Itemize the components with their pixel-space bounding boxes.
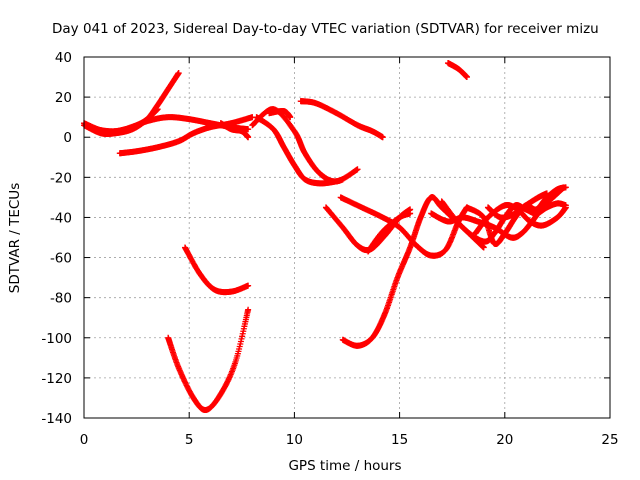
x-tick-label: 0 — [80, 432, 89, 448]
series-track-13 — [337, 194, 470, 259]
series-track-20 — [484, 190, 550, 221]
series-track-06 — [249, 106, 361, 185]
data-point-marker — [379, 134, 386, 141]
y-tick-label: -20 — [50, 170, 72, 186]
data-point-marker — [154, 106, 161, 113]
y-axis-label: SDTVAR / TECUs — [7, 183, 23, 293]
series-track-10 — [181, 244, 252, 296]
data-point-marker — [287, 114, 294, 121]
y-tick-label: -140 — [41, 411, 72, 427]
data-point-marker — [562, 184, 569, 191]
series-track-15 — [365, 210, 414, 255]
series-track-05 — [217, 120, 252, 141]
y-tick-label: 0 — [63, 130, 72, 146]
series-track-09 — [297, 98, 386, 141]
series-track-19 — [472, 202, 569, 237]
x-tick-labels: 0 5 10 15 20 25 — [80, 432, 619, 448]
x-axis-label: GPS time / hours — [288, 458, 401, 474]
grid-lines — [84, 57, 610, 418]
data-point-marker — [562, 204, 569, 211]
chart-title: Day 041 of 2023, Sidereal Day-to-day VTE… — [52, 21, 599, 37]
y-tick-label: -120 — [41, 371, 72, 387]
y-tick-label: 40 — [55, 50, 72, 66]
series-track-08 — [266, 108, 294, 121]
axis-ticks — [83, 56, 611, 419]
series-track-11 — [165, 306, 252, 414]
data-point-marker — [407, 210, 414, 217]
y-tick-label: -60 — [50, 251, 72, 267]
data-point-marker — [175, 70, 182, 77]
y-tick-labels: 40 20 0 -20 -40 -60 -80 -100 -120 -140 — [41, 50, 72, 427]
series-track-07 — [253, 114, 346, 187]
x-tick-label: 15 — [391, 432, 408, 448]
x-tick-label: 20 — [496, 432, 513, 448]
y-tick-label: -40 — [50, 210, 72, 226]
data-tracks — [81, 60, 569, 414]
data-point-marker — [354, 166, 361, 173]
plot-frame — [83, 56, 611, 419]
data-point-marker — [543, 190, 550, 197]
y-tick-label: -80 — [50, 291, 72, 307]
x-tick-label: 25 — [601, 432, 618, 448]
series-track-03 — [91, 106, 161, 135]
y-tick-label: 20 — [55, 90, 72, 106]
data-point-marker — [245, 134, 252, 141]
series-track-21 — [444, 60, 470, 81]
data-point-marker — [480, 244, 487, 251]
data-point-marker — [245, 306, 252, 313]
data-point-marker — [339, 176, 346, 183]
data-point-marker — [245, 282, 252, 289]
data-point-marker — [245, 126, 252, 133]
data-point-marker — [463, 74, 470, 81]
x-tick-label: 5 — [185, 432, 194, 448]
y-tick-label: -100 — [41, 331, 72, 347]
x-tick-label: 10 — [286, 432, 303, 448]
